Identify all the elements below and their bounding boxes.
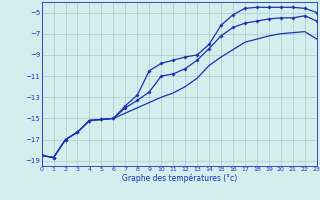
X-axis label: Graphe des températures (°c): Graphe des températures (°c) bbox=[122, 173, 237, 183]
